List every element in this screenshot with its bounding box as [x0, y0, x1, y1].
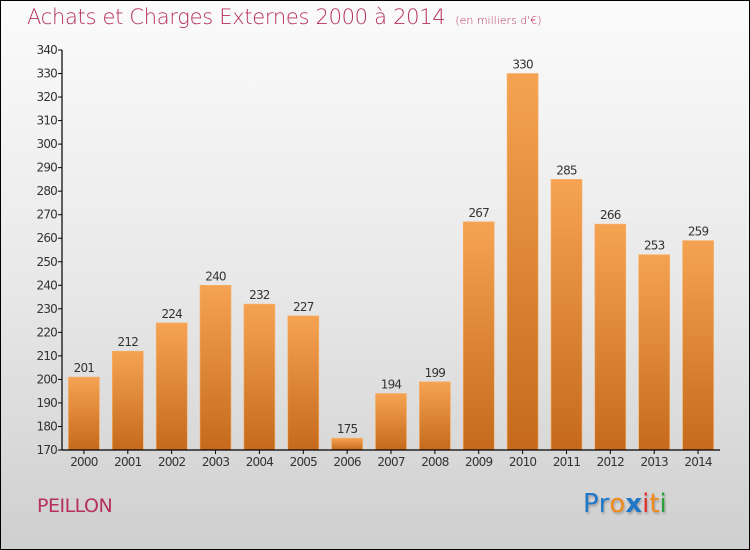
x-tick-label-2000: 2000 — [70, 455, 98, 469]
y-tick-label-340: 340 — [36, 43, 57, 57]
bar-2008 — [419, 381, 451, 451]
x-tick-label-2002: 2002 — [158, 455, 186, 469]
data-label-2004: 232 — [249, 288, 270, 302]
data-label-2007: 194 — [381, 378, 402, 392]
data-label-2006: 175 — [337, 422, 358, 436]
axes-group: 2000 2001 2002 2003 2004 2005 2006 2007 2008 2009… — [36, 43, 720, 469]
logo-letter: t — [649, 489, 660, 519]
logo-letter: P — [583, 489, 599, 519]
bars-group: 201 212 224 240 232 227 175 194 199 267 330 285 266 2… — [68, 58, 714, 451]
x-tick-label-2012: 2012 — [597, 455, 625, 469]
data-label-2014: 259 — [688, 225, 709, 239]
y-tick-label-260: 260 — [36, 231, 57, 245]
x-tick-label-2006: 2006 — [333, 455, 361, 469]
y-tick-label-180: 180 — [36, 420, 57, 434]
y-tick-label-230: 230 — [36, 302, 57, 316]
y-tick-label-200: 200 — [36, 372, 57, 386]
bar-2012 — [594, 223, 627, 451]
x-tick-label-2010: 2010 — [509, 455, 537, 469]
bar-2005 — [287, 315, 320, 451]
bar-2003 — [199, 284, 232, 451]
bar-2013 — [638, 254, 671, 451]
logo-letter: i — [659, 489, 667, 519]
proxiti-logo: Proxiti — [583, 489, 667, 519]
x-tick-label-2007: 2007 — [377, 455, 405, 469]
x-tick-label-2013: 2013 — [641, 455, 669, 469]
chart-title: Achats et Charges Externes 2000 à 2014 (e… — [27, 5, 542, 29]
data-label-2008: 199 — [425, 366, 446, 380]
x-tick-label-2003: 2003 — [202, 455, 230, 469]
y-tick-label-300: 300 — [36, 137, 57, 151]
logo-letter: i — [642, 489, 650, 519]
x-tick-label-2005: 2005 — [290, 455, 318, 469]
y-tick-label-170: 170 — [36, 443, 57, 457]
data-label-2010: 330 — [512, 58, 533, 72]
y-tick-label-270: 270 — [36, 208, 57, 222]
logo-letter: o — [609, 489, 626, 519]
bar-2002 — [155, 322, 188, 451]
y-tick-label-320: 320 — [36, 90, 57, 104]
bar-2011 — [550, 179, 583, 451]
data-label-2009: 267 — [468, 206, 489, 220]
bar-2004 — [243, 303, 276, 451]
data-label-2011: 285 — [556, 163, 577, 177]
commune-name: PEILLON — [37, 495, 113, 517]
data-label-2001: 212 — [118, 335, 139, 349]
bar-2014 — [682, 240, 714, 451]
bar-2009 — [462, 221, 495, 451]
x-tick-label-2009: 2009 — [465, 455, 493, 469]
y-tick-label-290: 290 — [36, 161, 57, 175]
x-tick-label-2004: 2004 — [246, 455, 274, 469]
data-label-2012: 266 — [600, 208, 621, 222]
y-tick-label-330: 330 — [36, 67, 57, 81]
y-tick-label-240: 240 — [36, 278, 57, 292]
data-label-2000: 201 — [74, 361, 95, 375]
data-label-2013: 253 — [644, 239, 665, 253]
y-tick-label-250: 250 — [36, 255, 57, 269]
y-tick-label-210: 210 — [36, 349, 57, 363]
bar-2010 — [506, 73, 539, 451]
y-tick-label-190: 190 — [36, 396, 57, 410]
data-label-2002: 224 — [161, 307, 182, 321]
logo-letter: x — [625, 489, 643, 519]
data-label-2003: 240 — [205, 269, 226, 283]
y-tick-label-280: 280 — [36, 184, 57, 198]
bar-2001 — [112, 350, 144, 451]
logo-letter: r — [598, 489, 610, 519]
x-tick-label-2001: 2001 — [114, 455, 142, 469]
x-tick-label-2014: 2014 — [684, 455, 712, 469]
chart-subtitle: (en milliers d'€) — [455, 14, 542, 27]
bar-2000 — [68, 376, 100, 451]
x-tick-label-2008: 2008 — [421, 455, 449, 469]
chart-title-text: Achats et Charges Externes 2000 à 2014 — [27, 5, 446, 29]
bar-2007 — [375, 393, 407, 451]
bar-2006 — [331, 437, 363, 451]
x-tick-label-2011: 2011 — [553, 455, 581, 469]
y-tick-label-310: 310 — [36, 114, 57, 128]
data-label-2005: 227 — [293, 300, 314, 314]
y-tick-label-220: 220 — [36, 325, 57, 339]
